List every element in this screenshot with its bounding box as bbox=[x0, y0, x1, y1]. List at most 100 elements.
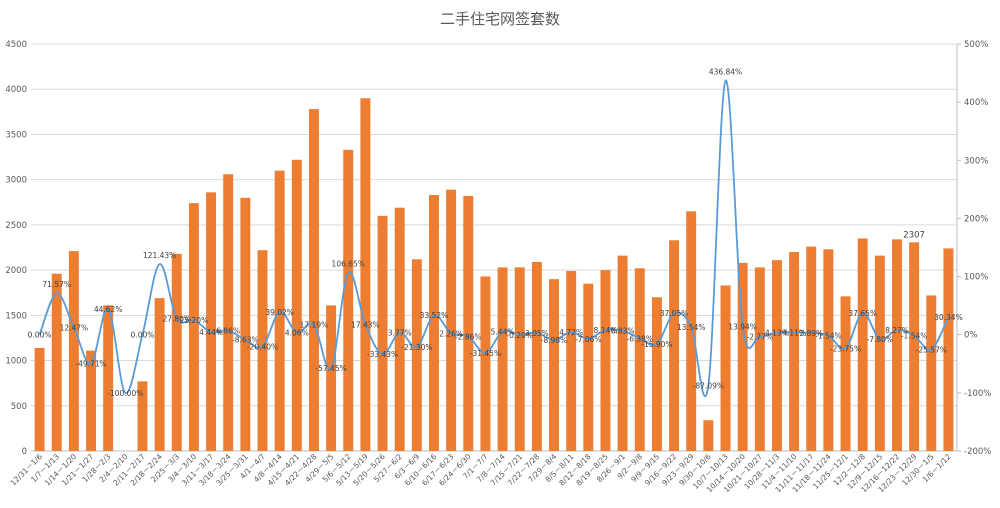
bar-data-label: 2307 bbox=[903, 230, 925, 240]
line-data-label: 106.65% bbox=[332, 260, 365, 269]
y-right-tick-label: 0% bbox=[964, 331, 978, 341]
line-series bbox=[38, 79, 950, 397]
y-right-tick-label: 500% bbox=[964, 40, 988, 50]
bar bbox=[617, 255, 628, 451]
y-left-tick-label: 3000 bbox=[5, 176, 27, 186]
line-data-label: 12.47% bbox=[60, 323, 89, 332]
line-data-label: 37.65% bbox=[848, 309, 877, 318]
line-data-label: -1.54% bbox=[815, 332, 842, 341]
y-right-tick-label: -100% bbox=[964, 389, 991, 399]
y-left-tick-label: 0 bbox=[22, 447, 27, 457]
bar bbox=[497, 267, 508, 451]
line-data-label: 17.43% bbox=[351, 321, 380, 330]
line-data-label: 0.00% bbox=[131, 331, 155, 340]
line-data-label: 121.43% bbox=[143, 251, 176, 260]
bar bbox=[840, 296, 851, 451]
bar bbox=[806, 246, 817, 451]
axes bbox=[31, 43, 961, 452]
line-data-label: 44.62% bbox=[94, 305, 123, 314]
bar bbox=[188, 203, 199, 451]
line-data-label: -8.98% bbox=[541, 336, 568, 345]
y-right-tick-label: 400% bbox=[964, 98, 988, 108]
bar bbox=[789, 252, 800, 451]
line-data-label: -2.77% bbox=[747, 332, 774, 341]
chart-title: 二手住宅网签套数 bbox=[440, 10, 560, 28]
bar bbox=[892, 239, 902, 451]
line-data-label: 4.06% bbox=[285, 328, 309, 337]
bar bbox=[926, 295, 937, 451]
bar bbox=[343, 149, 354, 451]
data-labels: 2307 0.00% 71.57% 12.47% -49.71% 44.62% -100.0… bbox=[28, 68, 963, 398]
bar bbox=[429, 195, 439, 451]
line-data-label: -0.20% bbox=[506, 331, 533, 340]
line-data-label: 436.84% bbox=[709, 68, 742, 77]
bar bbox=[171, 253, 182, 451]
y-right-tick-label: 300% bbox=[964, 156, 988, 166]
line-data-label: -21.30% bbox=[401, 343, 432, 352]
bar bbox=[51, 273, 62, 451]
line-data-label: -49.71% bbox=[75, 360, 106, 369]
line-data-label: 4.11% bbox=[782, 328, 806, 337]
bar bbox=[463, 195, 474, 451]
bar bbox=[874, 255, 885, 451]
bar bbox=[549, 279, 559, 451]
bar bbox=[257, 250, 268, 451]
bar bbox=[686, 211, 697, 451]
bar bbox=[360, 98, 371, 452]
bar bbox=[583, 283, 594, 451]
line-data-label: 71.57% bbox=[42, 280, 71, 289]
y-left-tick-label: 3500 bbox=[5, 130, 27, 140]
bar bbox=[377, 215, 388, 451]
bar bbox=[137, 381, 148, 451]
bar bbox=[703, 420, 714, 451]
y-left-tick-label: 2000 bbox=[5, 266, 27, 276]
bar bbox=[240, 197, 251, 451]
bar bbox=[223, 174, 234, 452]
line-data-label: -100.00% bbox=[107, 389, 143, 398]
bar bbox=[634, 268, 645, 451]
line-data-label: 39.02% bbox=[265, 308, 294, 317]
line-data-label: 33.52% bbox=[420, 311, 449, 320]
y-left-tick-label: 500 bbox=[11, 402, 27, 412]
bar bbox=[823, 249, 834, 451]
line-data-label: 5.44% bbox=[491, 328, 515, 337]
line-data-label: -15.90% bbox=[641, 340, 672, 349]
line-data-label: 13.94% bbox=[728, 323, 757, 332]
line-data-label: 8.14% bbox=[594, 326, 618, 335]
y-axis-ticks: 0 500 1000 1500 2000 2500 3000 3500 4000 4500 -200… bbox=[5, 40, 991, 457]
bar bbox=[754, 267, 765, 451]
line-data-label: 4.13% bbox=[765, 328, 789, 337]
line-data-label: 30.34% bbox=[934, 313, 963, 322]
bar bbox=[86, 350, 96, 451]
bar bbox=[566, 271, 577, 451]
bar bbox=[943, 248, 954, 451]
bar bbox=[154, 298, 165, 451]
line-data-label: 2.26% bbox=[439, 329, 463, 338]
line-data-label: 2.89% bbox=[799, 329, 823, 338]
bar bbox=[514, 267, 525, 451]
line-data-label: -23.75% bbox=[830, 345, 861, 354]
bar bbox=[857, 238, 868, 451]
line-data-label: 37.05% bbox=[660, 309, 689, 318]
bar bbox=[651, 297, 662, 451]
y-left-tick-label: 1500 bbox=[5, 311, 27, 321]
bar bbox=[291, 159, 302, 451]
line-data-label: 4.72% bbox=[559, 328, 583, 337]
bar bbox=[308, 109, 319, 452]
line-data-label: -31.45% bbox=[470, 349, 501, 358]
bar bbox=[720, 285, 731, 451]
line-data-label: -7.06% bbox=[575, 335, 602, 344]
line-data-label: 6.83% bbox=[611, 327, 635, 336]
y-left-tick-label: 2500 bbox=[5, 221, 27, 231]
line-data-label: 0.00% bbox=[28, 331, 52, 340]
line-data-label: -25.57% bbox=[916, 346, 947, 355]
x-axis-ticks: 12/31－1/61/7－1/131/14－1/201/21－1/271/28－… bbox=[9, 452, 953, 494]
line-data-label: 25.20% bbox=[180, 316, 209, 325]
bar bbox=[669, 240, 680, 451]
bar-series bbox=[34, 98, 954, 452]
line-data-label: 3.05% bbox=[525, 329, 549, 338]
y-right-tick-label: -200% bbox=[964, 447, 991, 457]
y-right-tick-label: 100% bbox=[964, 273, 988, 283]
